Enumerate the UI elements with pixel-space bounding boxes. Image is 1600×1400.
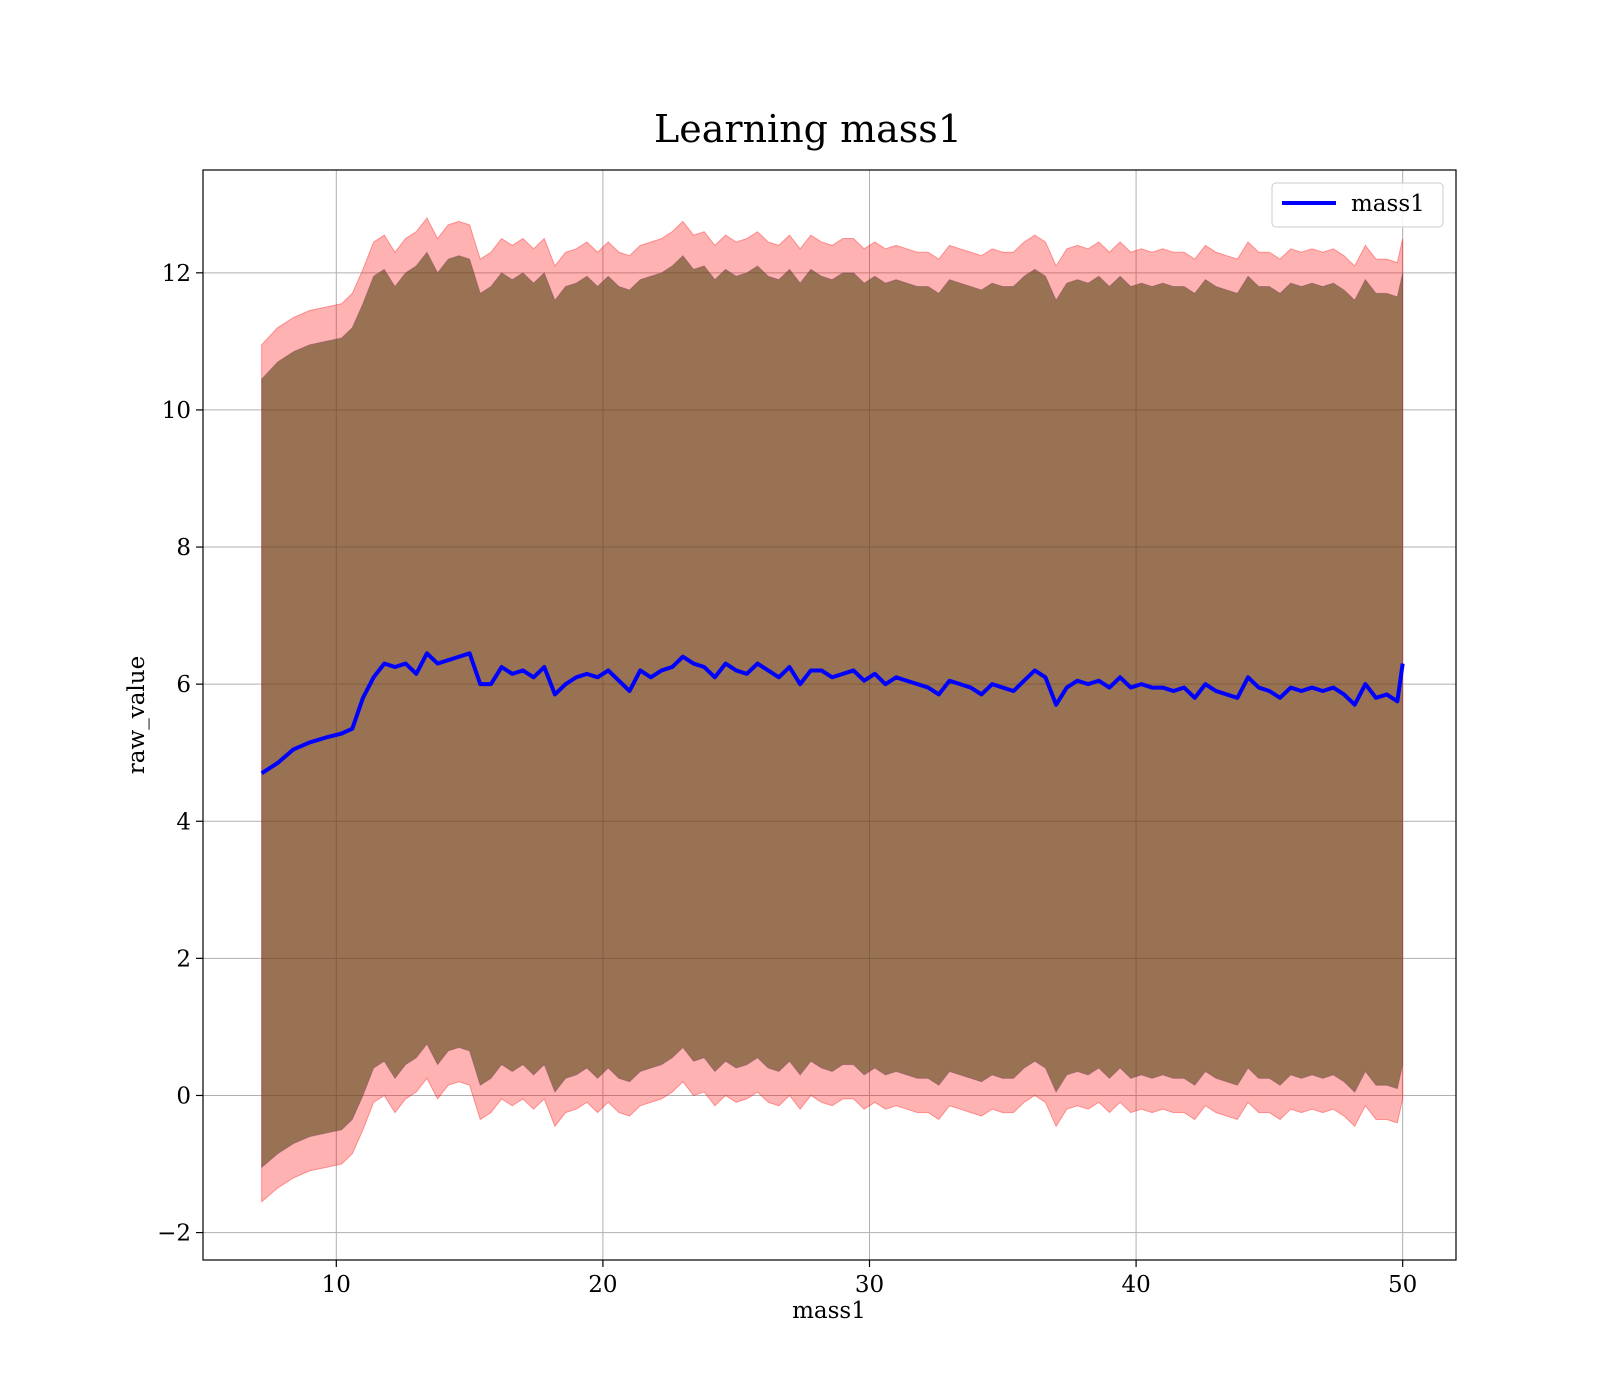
y-axis-label: raw_value xyxy=(124,656,150,774)
x-tick-label: 20 xyxy=(588,1272,617,1298)
x-tick-label: 10 xyxy=(322,1272,351,1298)
y-tick-label: −2 xyxy=(157,1221,191,1247)
y-tick-label: 8 xyxy=(176,535,191,561)
chart-title: Learning mass1 xyxy=(654,107,962,151)
y-tick-label: 0 xyxy=(176,1083,191,1109)
x-axis-label: mass1 xyxy=(792,1298,866,1324)
bands xyxy=(261,217,1404,1203)
y-tick-label: 4 xyxy=(176,809,191,835)
legend-box xyxy=(1271,182,1444,228)
y-ticks: −2 0 2 4 6 8 10 12 xyxy=(157,261,203,1247)
lines xyxy=(260,651,1405,775)
series-line-mass1 xyxy=(260,651,1405,775)
x-tick-label: 40 xyxy=(1121,1272,1150,1298)
x-tick-label: 30 xyxy=(855,1272,884,1298)
x-ticks: 10 20 30 40 50 xyxy=(322,1260,1417,1298)
y-tick-label: 12 xyxy=(162,261,191,287)
y-tick-label: 6 xyxy=(176,672,191,698)
legend: mass1 xyxy=(1271,182,1444,228)
x-tick-label: 50 xyxy=(1388,1272,1417,1298)
y-tick-label: 2 xyxy=(176,946,191,972)
y-tick-label: 10 xyxy=(162,398,191,424)
plot-frame xyxy=(202,169,1457,1261)
inner-confidence-band xyxy=(261,251,1404,1169)
legend-label: mass1 xyxy=(1351,191,1425,217)
